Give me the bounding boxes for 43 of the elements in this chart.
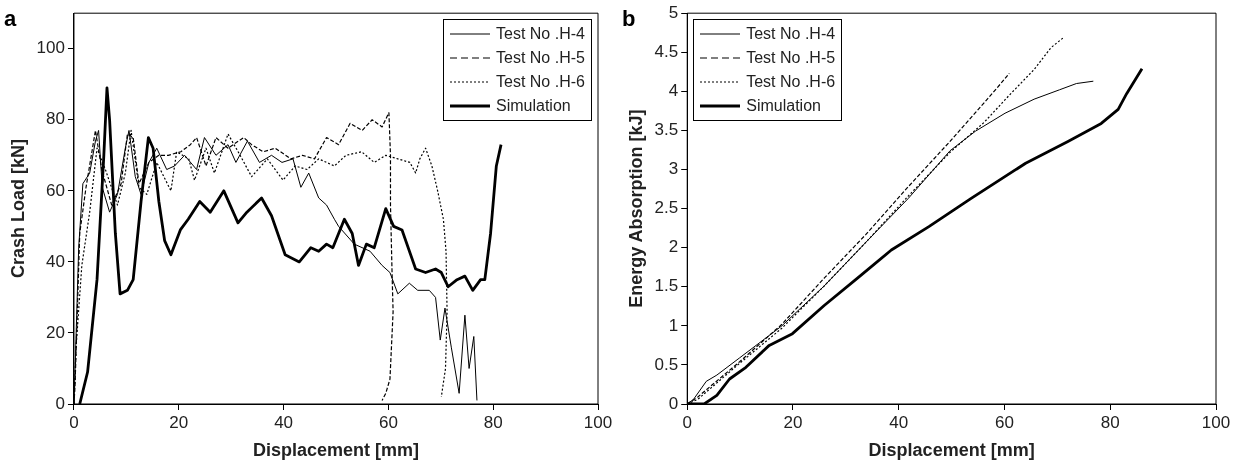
legend-label: Test No .H-5 [496, 49, 585, 68]
x-axis-title: Displacement [mm] [252, 440, 420, 461]
y-tick-label: 0 [668, 393, 679, 413]
x-tick-label: 0 [682, 412, 692, 432]
y-tick-label: 2.5 [654, 198, 679, 218]
legend-label: Test No .H-6 [496, 73, 585, 92]
x-tick-label: 80 [483, 412, 503, 432]
y-axis-title: Crash Load [kN] [7, 139, 28, 279]
x-tick-label: 100 [1201, 412, 1231, 432]
y-tick-label: 40 [46, 251, 65, 271]
x-tick-label: 40 [274, 412, 294, 432]
x-tick-label: 20 [783, 412, 803, 432]
x-tick-label: 20 [169, 412, 189, 432]
y-tick-label: 3 [668, 159, 679, 179]
x-tick-label: 80 [1100, 412, 1120, 432]
y-tick-label: 0 [55, 393, 65, 413]
x-tick-label: 60 [378, 412, 398, 432]
legend-label: Test No .H-4 [746, 25, 836, 44]
x-tick-label: 100 [583, 412, 613, 432]
x-tick-label: 40 [889, 412, 909, 432]
y-tick-label: 4 [668, 81, 679, 101]
y-tick-label: 4.5 [654, 41, 679, 61]
legend-label: Test No .H-5 [746, 49, 836, 68]
y-axis-title: Energy Absorption [kJ] [625, 109, 646, 308]
legend-label: Test No .H-6 [746, 73, 836, 92]
legend-label: Simulation [746, 97, 821, 116]
legend-label: Simulation [496, 97, 571, 116]
legend-label: Test No .H-4 [496, 25, 585, 44]
y-tick-label: 60 [46, 180, 65, 200]
x-tick-label: 60 [995, 412, 1014, 432]
y-tick-label: 1.5 [654, 276, 679, 296]
y-tick-label: 3.5 [654, 120, 679, 140]
chart-title: b [622, 6, 636, 32]
chart-title: a [4, 6, 17, 32]
y-tick-label: 100 [36, 38, 65, 58]
x-tick-label: 0 [69, 412, 79, 432]
y-tick-label: 1 [668, 315, 679, 335]
y-tick-label: 2 [668, 237, 679, 257]
y-tick-label: 0.5 [654, 354, 679, 374]
y-tick-label: 5 [668, 2, 679, 22]
y-tick-label: 80 [46, 109, 65, 129]
y-tick-label: 20 [46, 322, 65, 342]
x-axis-title: Displacement [mm] [868, 440, 1035, 461]
